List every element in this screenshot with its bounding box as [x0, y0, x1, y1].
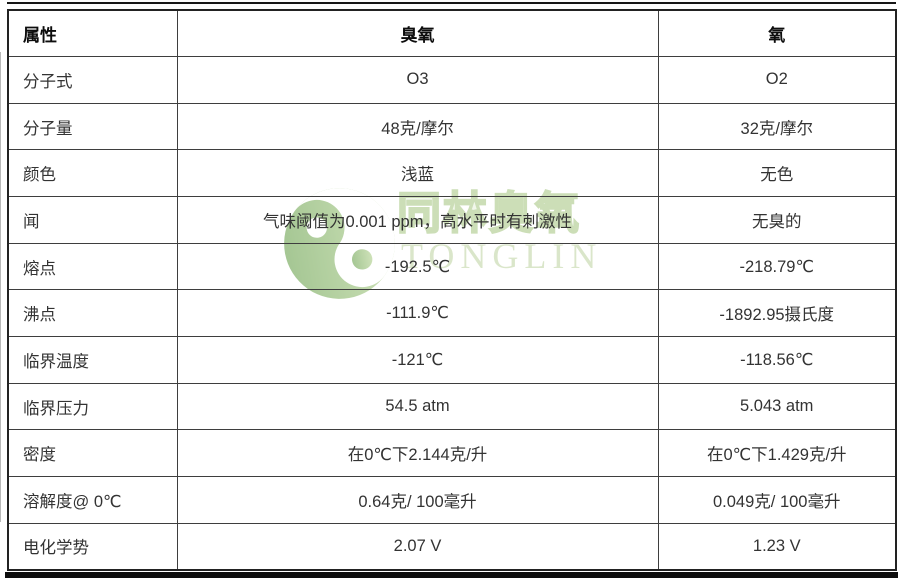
table-row: 闻气味阈值为0.001 ppm，高水平时有刺激性 无臭的	[7, 196, 897, 244]
table-row: 临界温度 -121℃ -118.56℃	[7, 336, 897, 384]
row-label: 闻	[7, 196, 178, 244]
row-label: 临界温度	[7, 336, 178, 384]
ozone-value: 2.07 V	[176, 522, 659, 571]
ozone-value: 在0℃下2.144克/升	[176, 429, 659, 478]
ozone-value: -111.9℃	[176, 289, 659, 338]
ozone-value: 54.5 atm	[176, 382, 659, 431]
oxygen-value: -118.56℃	[657, 336, 897, 384]
header-row: 属性 臭氧 氧	[7, 9, 897, 57]
column-header-property: 属性	[7, 9, 178, 57]
oxygen-value: 在0℃下1.429克/升	[657, 429, 897, 478]
oxygen-value: 无臭的	[657, 196, 897, 244]
row-label: 分子量	[7, 102, 178, 151]
bottom-divider	[5, 572, 898, 578]
table-row: 熔点 -192.5℃ -218.79℃	[7, 242, 897, 291]
table-row: 密度 在0℃下2.144克/升 在0℃下1.429克/升	[7, 429, 897, 478]
ozone-value: 浅蓝	[176, 149, 659, 198]
row-label: 颜色	[7, 149, 178, 198]
ozone-value: -192.5℃	[176, 242, 659, 291]
oxygen-value: 5.043 atm	[657, 382, 897, 431]
properties-table: 属性 臭氧 氧 分子式 O3 O2 分子量 48克/摩尔 32克/摩尔 颜色 浅蓝 无色闻气味阈…	[7, 9, 897, 571]
table-row: 沸点 -111.9℃ -1892.95摄氏度	[7, 289, 897, 338]
row-label: 分子式	[7, 56, 178, 104]
table-row: 颜色 浅蓝 无色	[7, 149, 897, 198]
oxygen-value: 32克/摩尔	[657, 102, 897, 151]
table-row: 临界压力 54.5 atm 5.043 atm	[7, 382, 897, 431]
oxygen-value: 1.23 V	[657, 522, 897, 571]
row-label: 临界压力	[7, 382, 178, 431]
table-row: 电化学势 2.07 V 1.23 V	[7, 522, 897, 571]
table-row: 分子量 48克/摩尔 32克/摩尔	[7, 102, 897, 151]
ozone-value: -121℃	[176, 336, 659, 384]
ozone-value: 48克/摩尔	[176, 102, 659, 151]
column-header-oxygen: 氧	[657, 9, 897, 57]
top-divider	[7, 2, 896, 4]
left-edge-line	[0, 52, 1, 522]
table-row: 溶解度@ 0℃ 0.64克/ 100毫升 0.049克/ 100毫升	[7, 476, 897, 524]
oxygen-value: -218.79℃	[657, 242, 897, 291]
row-label: 密度	[7, 429, 178, 478]
row-label: 电化学势	[7, 522, 178, 571]
oxygen-value: 0.049克/ 100毫升	[657, 476, 897, 524]
table-body: 分子式 O3 O2 分子量 48克/摩尔 32克/摩尔 颜色 浅蓝 无色闻气味阈值为0.001 …	[7, 56, 897, 571]
oxygen-value: 无色	[657, 149, 897, 198]
ozone-value: O3	[176, 56, 659, 104]
row-label: 沸点	[7, 289, 178, 338]
column-header-ozone: 臭氧	[176, 9, 659, 57]
ozone-value: 气味阈值为0.001 ppm，高水平时有刺激性	[176, 196, 659, 244]
row-label: 溶解度@ 0℃	[7, 476, 178, 524]
row-label: 熔点	[7, 242, 178, 291]
ozone-value: 0.64克/ 100毫升	[176, 476, 659, 524]
oxygen-value: -1892.95摄氏度	[657, 289, 897, 338]
table-row: 分子式 O3 O2	[7, 56, 897, 104]
oxygen-value: O2	[657, 56, 897, 104]
